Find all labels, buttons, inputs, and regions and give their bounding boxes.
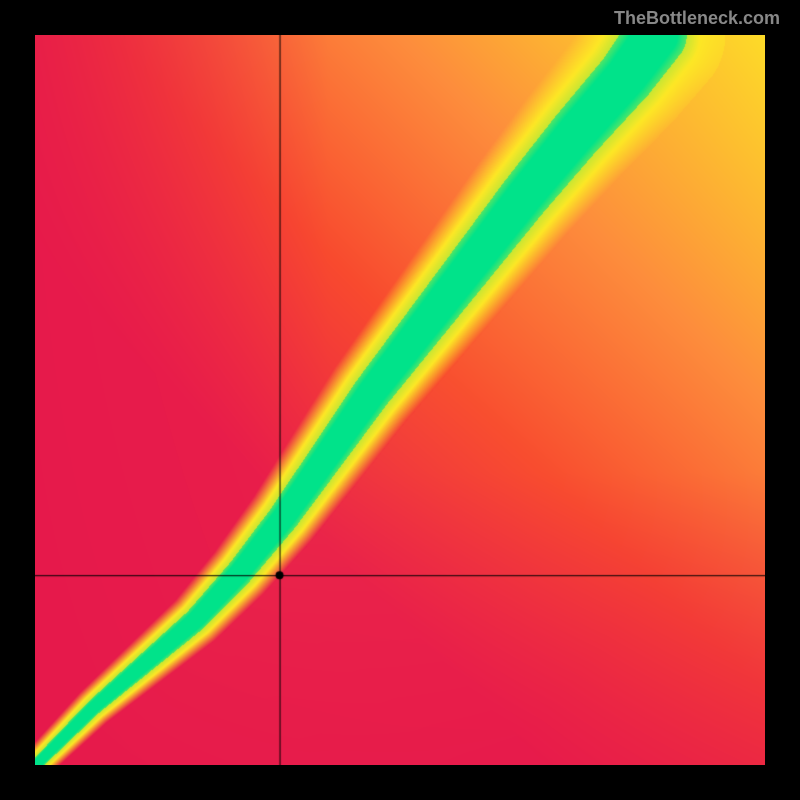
heatmap-plot — [35, 35, 765, 765]
watermark-text: TheBottleneck.com — [614, 8, 780, 29]
heatmap-canvas — [35, 35, 765, 765]
